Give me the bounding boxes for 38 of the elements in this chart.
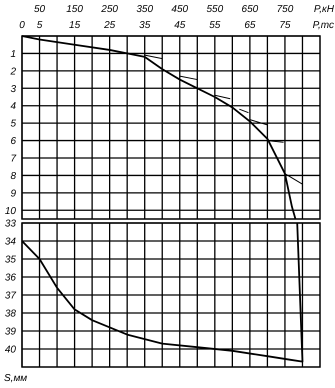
y-tick-label: 8 bbox=[10, 170, 16, 182]
y-tick-label: 33 bbox=[4, 218, 16, 230]
y-tick-label: 3 bbox=[10, 84, 16, 95]
x-tick-label: 65 bbox=[244, 20, 256, 31]
x-tick-label: 5 bbox=[36, 20, 43, 31]
y-tick-label: 37 bbox=[4, 290, 16, 302]
x-tick-label: 0 bbox=[19, 20, 26, 31]
x2-tick-label: 150 bbox=[66, 4, 84, 15]
x2-axis-title: P,кН bbox=[314, 4, 335, 15]
x-tick-label: 75 bbox=[279, 20, 291, 31]
y-tick-label: 1 bbox=[10, 48, 16, 60]
y-tick-label: 4 bbox=[10, 101, 16, 112]
x-tick-label: 15 bbox=[69, 20, 81, 31]
y-tick-label: 40 bbox=[4, 344, 16, 356]
x2-tick-label: 250 bbox=[100, 4, 118, 15]
x2-tick-label: 750 bbox=[276, 4, 294, 15]
y-tick-label: 34 bbox=[4, 236, 16, 248]
y-tick-label: 9 bbox=[10, 188, 16, 200]
x2-tick-label: 450 bbox=[171, 4, 189, 15]
y-tick-label: 36 bbox=[4, 272, 16, 284]
y-tick-label: 2 bbox=[9, 66, 16, 78]
y-tick-label: 10 bbox=[4, 206, 16, 217]
y-tick-label: 5 bbox=[10, 118, 16, 130]
y-tick-label: 6 bbox=[10, 136, 16, 148]
y-axis-title: S,мм bbox=[4, 373, 28, 384]
x2-tick-label: 650 bbox=[242, 4, 259, 15]
x2-tick-label: 550 bbox=[206, 4, 224, 15]
x-tick-label: 35 bbox=[139, 20, 151, 31]
y-tick-label: 35 bbox=[4, 254, 16, 266]
x2-tick-label: 50 bbox=[34, 4, 46, 15]
y-tick-label: 7 bbox=[10, 154, 16, 164]
x2-tick-label: 350 bbox=[136, 4, 154, 15]
x-axis-title: P,тс bbox=[312, 20, 334, 31]
y-tick-label: 39 bbox=[4, 326, 16, 338]
x-tick-label: 45 bbox=[174, 20, 186, 31]
y-tick-label: 38 bbox=[4, 308, 16, 320]
x-tick-label: 25 bbox=[103, 20, 116, 31]
x-tick-label: 55 bbox=[209, 20, 221, 31]
